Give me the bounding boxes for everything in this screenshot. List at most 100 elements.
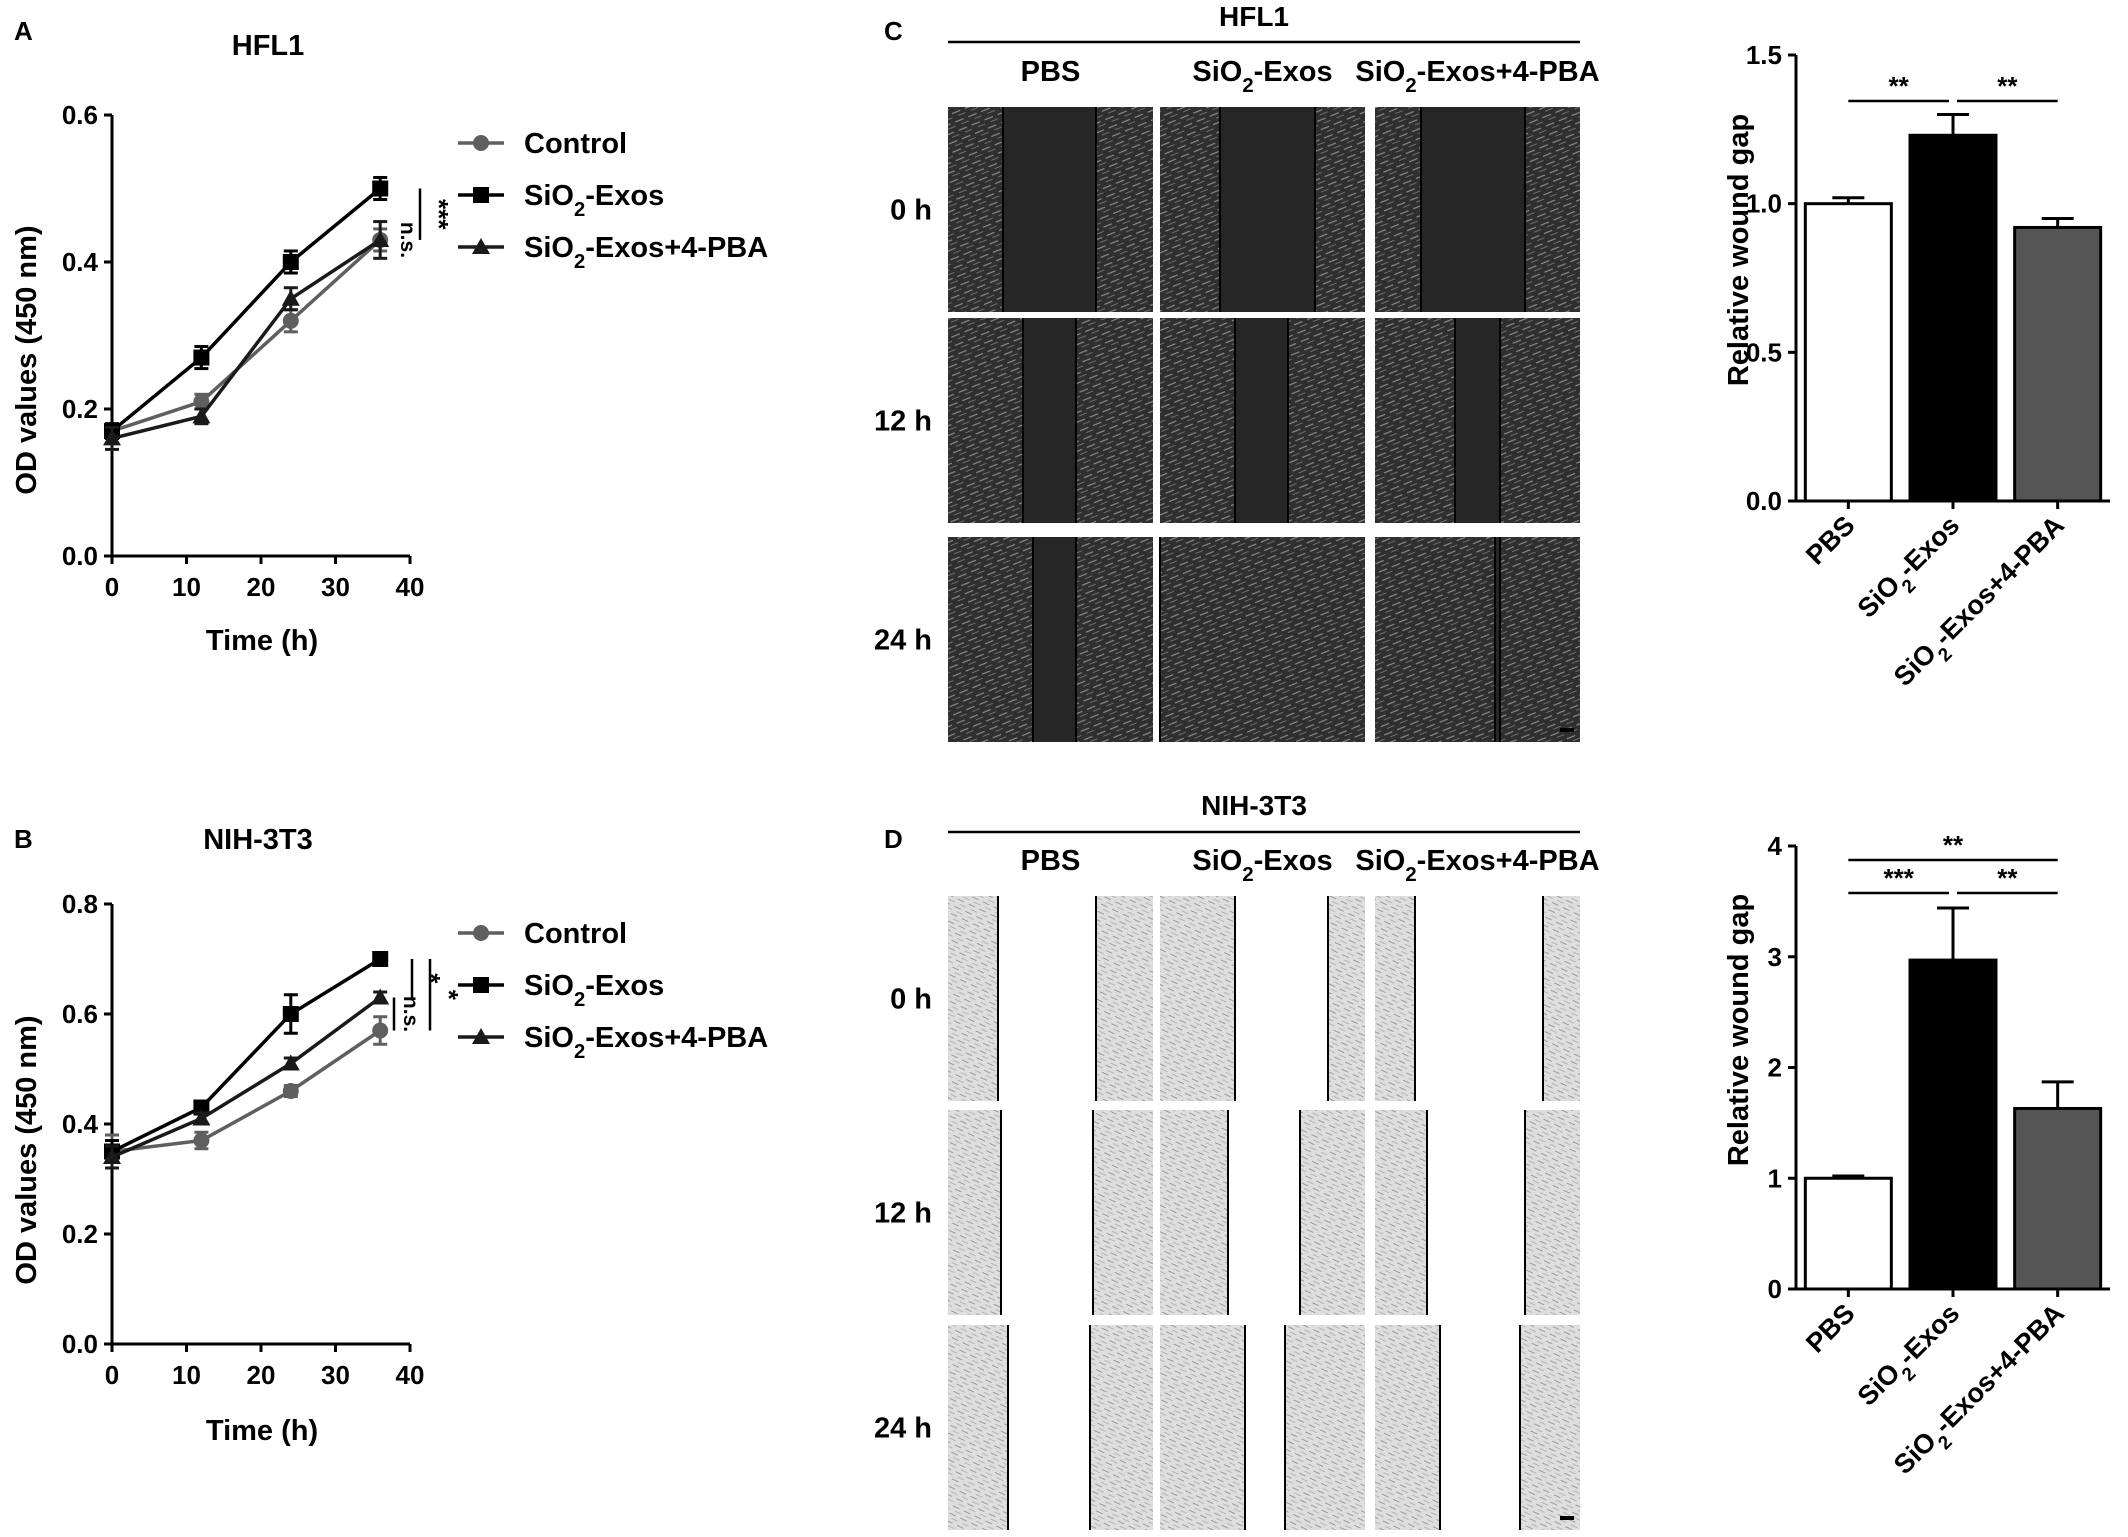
series-line bbox=[111, 957, 382, 1154]
panel-letter-d: D bbox=[884, 824, 903, 854]
y-axis-label: OD values (450 nm) bbox=[11, 1015, 43, 1284]
bar-chart-nih3t3: Relative wound gap 01234PBSSiO2-ExosSiO2… bbox=[1723, 830, 2110, 1480]
significance-label: ** bbox=[1889, 71, 1910, 101]
wound-gap bbox=[1245, 1325, 1285, 1530]
wound-gap bbox=[1023, 318, 1076, 523]
y-tick-label: 1.0 bbox=[1746, 189, 1782, 219]
wound-gap bbox=[1235, 896, 1328, 1101]
bar bbox=[2013, 225, 2103, 503]
data-point bbox=[193, 349, 210, 366]
y-tick-label: 0.4 bbox=[62, 247, 99, 277]
wound-gap bbox=[1235, 318, 1288, 523]
data-point bbox=[372, 951, 389, 967]
data-point bbox=[282, 254, 299, 270]
series-line bbox=[111, 238, 382, 441]
x-tick-label: PBS bbox=[1800, 1298, 1860, 1358]
legend-marker bbox=[473, 187, 489, 203]
x-tick-label: 0 bbox=[105, 1360, 119, 1390]
wound-gap bbox=[1001, 1110, 1093, 1315]
legend-entry: SiO2-Exos+4-PBA bbox=[524, 232, 768, 273]
column-header: SiO2-Exos+4-PBA bbox=[1355, 56, 1599, 97]
data-point bbox=[192, 407, 211, 424]
bar bbox=[1908, 958, 1998, 1291]
y-tick-label: 0.8 bbox=[62, 889, 98, 919]
wound-gap bbox=[1440, 1325, 1520, 1530]
legend-entry: Control bbox=[524, 918, 627, 950]
y-tick-label: 0.0 bbox=[62, 1329, 98, 1359]
column-header: PBS bbox=[1021, 845, 1081, 877]
x-tick-label: 40 bbox=[396, 1360, 425, 1390]
panel-letter-a: A bbox=[14, 16, 33, 46]
y-tick-label: 0.5 bbox=[1746, 337, 1782, 367]
y-tick-label: 0.6 bbox=[62, 100, 98, 130]
bar bbox=[1803, 1176, 1893, 1291]
significance-label: *** bbox=[424, 199, 454, 230]
y-axis-label: Relative wound gap bbox=[1723, 114, 1755, 386]
y-tick-label: 1.5 bbox=[1746, 40, 1782, 70]
bar bbox=[1803, 202, 1893, 503]
scale-bar bbox=[1560, 1516, 1574, 1520]
significance-label: *** bbox=[1883, 863, 1914, 893]
row-label: 24 h bbox=[874, 1413, 932, 1445]
panel-letter-c: C bbox=[884, 16, 903, 46]
x-tick-label: 40 bbox=[396, 572, 425, 602]
row-label: 12 h bbox=[874, 1198, 932, 1230]
x-axis-label: Time (h) bbox=[206, 625, 318, 657]
line-chart-nih3t3: NIH-3T3 OD values (450 nm) Time (h) 0.00… bbox=[11, 824, 768, 1447]
micrograph-cell-line: NIH-3T3 bbox=[1201, 790, 1307, 821]
row-label: 24 h bbox=[874, 625, 932, 657]
significance-label: n.s. bbox=[399, 996, 422, 1032]
x-tick-label: 20 bbox=[247, 1360, 276, 1390]
y-tick-label: 4 bbox=[1768, 831, 1783, 861]
column-header: SiO2-Exos bbox=[1192, 56, 1332, 97]
wound-gap bbox=[998, 896, 1096, 1101]
significance-label: ** bbox=[1943, 830, 1964, 860]
wound-gap bbox=[1220, 107, 1315, 312]
x-tick-label: 10 bbox=[172, 572, 201, 602]
y-tick-label: 3 bbox=[1768, 942, 1782, 972]
data-point bbox=[192, 1109, 211, 1126]
series-line bbox=[111, 1029, 382, 1154]
column-header: SiO2-Exos bbox=[1192, 845, 1332, 886]
significance-label: n.s. bbox=[396, 222, 419, 258]
data-point bbox=[281, 289, 300, 306]
data-point bbox=[193, 393, 210, 410]
data-point bbox=[193, 1132, 210, 1149]
y-tick-label: 0.6 bbox=[62, 999, 98, 1029]
data-point bbox=[371, 988, 390, 1005]
micrograph-grid-hfl1: HFL1 PBS SiO2-Exos SiO2-Exos+4-PBA 0 h 12 h 2… bbox=[874, 1, 1600, 742]
x-axis-label: Time (h) bbox=[206, 1415, 318, 1447]
y-tick-label: 1 bbox=[1768, 1163, 1782, 1193]
series-line bbox=[111, 238, 382, 433]
data-point bbox=[282, 312, 299, 329]
bar bbox=[2013, 1106, 2103, 1291]
chart-title: NIH-3T3 bbox=[203, 824, 313, 856]
x-tick-label: 30 bbox=[321, 1360, 350, 1390]
series-line bbox=[111, 996, 382, 1159]
wound-gap bbox=[1033, 537, 1076, 742]
significance-label: * bbox=[434, 990, 464, 1001]
wound-gap bbox=[1415, 896, 1543, 1101]
data-point bbox=[371, 230, 390, 247]
y-tick-label: 0.2 bbox=[62, 394, 98, 424]
legend-marker bbox=[472, 238, 490, 254]
legend-entry: SiO2-Exos+4-PBA bbox=[524, 1022, 768, 1063]
y-axis-label: Relative wound gap bbox=[1723, 894, 1755, 1166]
legend-marker bbox=[472, 1028, 490, 1044]
y-tick-label: 0.4 bbox=[62, 1109, 99, 1139]
micrograph-image bbox=[1160, 537, 1365, 742]
y-tick-label: 2 bbox=[1768, 1053, 1782, 1083]
legend-entry: SiO2-Exos bbox=[524, 970, 664, 1011]
wound-gap bbox=[1455, 318, 1500, 523]
legend-entry: Control bbox=[524, 128, 627, 160]
y-axis-label: OD values (450 nm) bbox=[11, 225, 43, 494]
data-point bbox=[103, 1148, 121, 1164]
x-tick-label: PBS bbox=[1800, 510, 1860, 570]
chart-title: HFL1 bbox=[232, 30, 305, 62]
x-tick-label: 20 bbox=[247, 572, 276, 602]
wound-gap bbox=[1421, 107, 1525, 312]
row-label: 12 h bbox=[874, 406, 932, 438]
panel-letter-b: B bbox=[14, 824, 33, 854]
bar-chart-hfl1: Relative wound gap 0.00.51.01.5PBSSiO2-E… bbox=[1723, 40, 2110, 692]
